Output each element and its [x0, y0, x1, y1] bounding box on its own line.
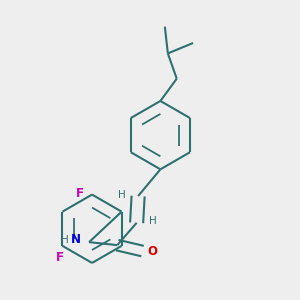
Text: H: H [118, 190, 126, 200]
Text: F: F [56, 250, 64, 264]
Text: N: N [71, 233, 81, 246]
Text: O: O [147, 244, 157, 258]
Text: H: H [61, 235, 69, 245]
Text: F: F [76, 187, 84, 200]
Text: H: H [149, 216, 157, 226]
